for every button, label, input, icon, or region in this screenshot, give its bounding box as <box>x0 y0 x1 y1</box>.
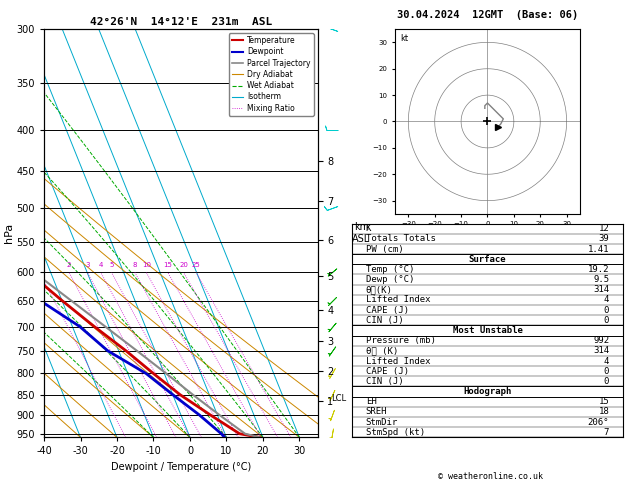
Text: Temp (°C): Temp (°C) <box>366 265 414 274</box>
Text: CAPE (J): CAPE (J) <box>366 367 409 376</box>
Text: 0: 0 <box>604 306 610 314</box>
Text: LCL: LCL <box>331 394 347 403</box>
Text: θᴇ(K): θᴇ(K) <box>366 285 392 294</box>
Text: Lifted Index: Lifted Index <box>366 357 430 365</box>
Text: 0: 0 <box>604 367 610 376</box>
Text: SREH: SREH <box>366 407 387 417</box>
Text: 314: 314 <box>593 285 610 294</box>
Text: 12: 12 <box>598 224 610 233</box>
Y-axis label: hPa: hPa <box>4 223 14 243</box>
Text: 314: 314 <box>593 347 610 355</box>
Text: Surface: Surface <box>469 255 506 264</box>
Text: 4: 4 <box>604 357 610 365</box>
Text: 1.41: 1.41 <box>587 244 610 254</box>
Text: 15: 15 <box>164 261 172 267</box>
Text: kt: kt <box>401 35 409 43</box>
Text: 39: 39 <box>598 234 610 243</box>
Text: StmSpd (kt): StmSpd (kt) <box>366 428 425 437</box>
Text: CIN (J): CIN (J) <box>366 377 403 386</box>
Text: 5: 5 <box>109 261 114 267</box>
Text: K: K <box>366 224 371 233</box>
Text: CIN (J): CIN (J) <box>366 316 403 325</box>
Text: Pressure (mb): Pressure (mb) <box>366 336 436 345</box>
Text: 206°: 206° <box>587 417 610 427</box>
Text: 0: 0 <box>604 377 610 386</box>
Text: StmDir: StmDir <box>366 417 398 427</box>
Text: 4: 4 <box>99 261 103 267</box>
Text: Most Unstable: Most Unstable <box>452 326 523 335</box>
Text: Lifted Index: Lifted Index <box>366 295 430 304</box>
Legend: Temperature, Dewpoint, Parcel Trajectory, Dry Adiabat, Wet Adiabat, Isotherm, Mi: Temperature, Dewpoint, Parcel Trajectory… <box>229 33 314 116</box>
Text: PW (cm): PW (cm) <box>366 244 403 254</box>
Text: Hodograph: Hodograph <box>464 387 511 396</box>
Text: 15: 15 <box>598 397 610 406</box>
Text: EH: EH <box>366 397 377 406</box>
Text: 4: 4 <box>604 295 610 304</box>
Text: 992: 992 <box>593 336 610 345</box>
Text: 25: 25 <box>192 261 201 267</box>
Text: 30.04.2024  12GMT  (Base: 06): 30.04.2024 12GMT (Base: 06) <box>397 10 578 19</box>
Text: 3: 3 <box>85 261 89 267</box>
Text: 8: 8 <box>133 261 137 267</box>
Text: θᴇ (K): θᴇ (K) <box>366 347 398 355</box>
Text: © weatheronline.co.uk: © weatheronline.co.uk <box>438 472 543 481</box>
Text: 9.5: 9.5 <box>593 275 610 284</box>
Text: 10: 10 <box>142 261 151 267</box>
Text: 7: 7 <box>604 428 610 437</box>
Text: 19.2: 19.2 <box>587 265 610 274</box>
X-axis label: Dewpoint / Temperature (°C): Dewpoint / Temperature (°C) <box>111 462 251 472</box>
Text: CAPE (J): CAPE (J) <box>366 306 409 314</box>
Text: 18: 18 <box>598 407 610 417</box>
Title: 42°26'N  14°12'E  231m  ASL: 42°26'N 14°12'E 231m ASL <box>90 17 272 27</box>
Text: Totals Totals: Totals Totals <box>366 234 436 243</box>
Text: 20: 20 <box>179 261 188 267</box>
Text: 2: 2 <box>67 261 71 267</box>
Y-axis label: km
ASL: km ASL <box>352 223 370 244</box>
Text: Dewp (°C): Dewp (°C) <box>366 275 414 284</box>
Text: 0: 0 <box>604 316 610 325</box>
